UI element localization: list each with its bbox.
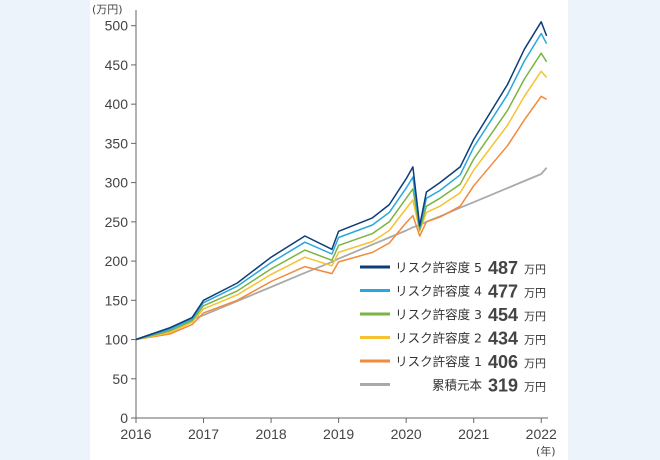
series-line-4 bbox=[135, 70, 548, 341]
legend-label-2: リスク許容度 4 bbox=[395, 284, 482, 299]
x-unit-label: (年) bbox=[536, 444, 556, 458]
y-tick-label: 150 bbox=[105, 292, 129, 308]
y-tick-label: 300 bbox=[105, 175, 129, 191]
legend-value-4: 434 bbox=[488, 329, 518, 349]
legend-label-5: リスク許容度 1 bbox=[395, 354, 482, 369]
series-line-3 bbox=[135, 52, 548, 341]
legend-label-4: リスク許容度 2 bbox=[395, 331, 482, 346]
y-tick-label: 350 bbox=[105, 135, 129, 151]
x-tick-label: 2022 bbox=[526, 426, 557, 442]
y-tick-label: 50 bbox=[112, 371, 128, 387]
legend-label-1: リスク許容度 5 bbox=[395, 260, 482, 275]
series-line-6 bbox=[135, 167, 548, 341]
y-unit-label: (万円) bbox=[92, 3, 123, 16]
legend-unit-2: 万円 bbox=[524, 287, 546, 300]
chart-panel: 0 50 100 150 200 250 300 350 400 450 500 2016 2017 20… bbox=[90, 0, 568, 460]
series-line-1 bbox=[135, 21, 548, 341]
legend-unit-6: 万円 bbox=[524, 381, 546, 394]
legend-unit-4: 万円 bbox=[524, 334, 546, 347]
x-tick-label: 2020 bbox=[391, 426, 422, 442]
legend-value-2: 477 bbox=[488, 282, 518, 302]
y-tick-label: 200 bbox=[105, 253, 129, 269]
x-tick-label: 2019 bbox=[323, 426, 354, 442]
x-tick-label: 2016 bbox=[120, 426, 151, 442]
x-tick-label: 2018 bbox=[256, 426, 287, 442]
x-tick-label: 2017 bbox=[188, 426, 219, 442]
legend-value-3: 454 bbox=[488, 305, 518, 325]
y-tick-label: 500 bbox=[105, 18, 129, 34]
legend-label-3: リスク許容度 3 bbox=[395, 307, 482, 322]
x-tick-label: 2021 bbox=[458, 426, 489, 442]
legend-label-6: 累積元本 bbox=[432, 378, 483, 393]
series-line-5 bbox=[135, 95, 547, 341]
y-tick-label: 450 bbox=[105, 57, 129, 73]
legend-unit-5: 万円 bbox=[524, 357, 546, 370]
y-tick-label: 250 bbox=[105, 214, 129, 230]
legend-unit-1: 万円 bbox=[524, 263, 546, 276]
legend-value-6: 319 bbox=[488, 376, 518, 396]
legend-value-1: 487 bbox=[488, 258, 518, 278]
legend-unit-3: 万円 bbox=[524, 310, 546, 323]
growth-line-chart: 0 50 100 150 200 250 300 350 400 450 500 2016 2017 20… bbox=[92, 3, 557, 458]
series-line-2 bbox=[135, 32, 548, 341]
y-tick-label: 400 bbox=[105, 96, 129, 112]
y-tick-label: 0 bbox=[120, 410, 128, 426]
y-tick-label: 100 bbox=[105, 332, 129, 348]
legend-value-5: 406 bbox=[488, 352, 518, 372]
